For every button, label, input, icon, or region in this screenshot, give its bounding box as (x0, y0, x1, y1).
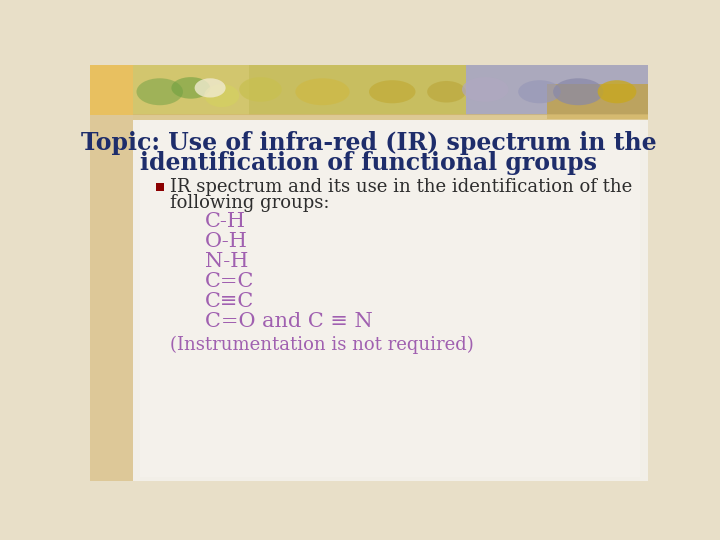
Ellipse shape (204, 84, 239, 107)
Text: C-H: C-H (204, 212, 246, 231)
Text: following groups:: following groups: (170, 194, 329, 212)
Bar (90, 69, 132, 111)
Ellipse shape (598, 80, 636, 103)
Ellipse shape (553, 78, 603, 105)
Ellipse shape (427, 81, 466, 103)
Text: (Instrumentation is not required): (Instrumentation is not required) (170, 336, 474, 354)
Bar (132, 111, 648, 481)
Ellipse shape (295, 78, 350, 105)
Ellipse shape (137, 78, 183, 105)
Bar (132, 65, 249, 115)
Bar (90, 65, 132, 481)
Text: Topic: Use of infra-red (IR) spectrum in the: Topic: Use of infra-red (IR) spectrum in… (81, 131, 657, 156)
Text: IR spectrum and its use in the identification of the: IR spectrum and its use in the identific… (170, 178, 632, 196)
Ellipse shape (239, 77, 282, 102)
Text: C=O and C ≡ N: C=O and C ≡ N (204, 313, 372, 332)
Text: identification of functional groups: identification of functional groups (140, 151, 598, 174)
Ellipse shape (518, 80, 561, 103)
Text: N-H: N-H (204, 252, 248, 272)
Text: O-H: O-H (204, 232, 248, 252)
Bar (547, 84, 648, 119)
Bar (140, 117, 640, 477)
Bar (156, 184, 163, 191)
Ellipse shape (194, 78, 225, 98)
Text: C=C: C=C (204, 273, 254, 292)
Bar (90, 65, 132, 115)
Ellipse shape (369, 80, 415, 103)
Ellipse shape (462, 77, 508, 102)
Ellipse shape (171, 77, 210, 99)
Bar (466, 65, 648, 115)
Bar (132, 65, 648, 115)
Text: C≡C: C≡C (204, 293, 254, 312)
Bar (132, 114, 648, 120)
Bar (249, 65, 466, 115)
